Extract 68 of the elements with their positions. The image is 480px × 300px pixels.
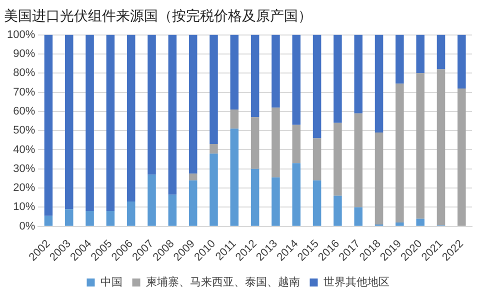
- bar: [272, 177, 280, 226]
- bar: [458, 88, 466, 226]
- bar: [188, 34, 198, 174]
- bar: [436, 69, 446, 226]
- bar: [210, 154, 218, 226]
- bar: [416, 218, 424, 226]
- bar: [272, 108, 280, 178]
- bar: [334, 122, 342, 196]
- bar: [312, 138, 322, 180]
- bar: [312, 180, 322, 226]
- bar: [230, 128, 239, 226]
- bar: [64, 34, 74, 210]
- bar: [396, 222, 404, 226]
- bar: [416, 73, 424, 219]
- y-tick-label: 50%: [13, 124, 36, 137]
- y-tick-label: 70%: [13, 86, 36, 98]
- bar: [86, 34, 94, 212]
- bar: [106, 211, 115, 226]
- bar: [396, 34, 404, 84]
- bar: [416, 34, 424, 74]
- bar: [374, 34, 384, 132]
- bar: [250, 117, 260, 169]
- bar: [396, 84, 404, 223]
- chart-title: 美国进口光伏组件来源国（按完税价格及原产国）: [4, 7, 312, 24]
- bar: [292, 163, 301, 226]
- bar: [250, 168, 260, 226]
- bar: [334, 196, 342, 226]
- bar: [168, 34, 177, 195]
- bar: [168, 194, 177, 226]
- bar: [354, 207, 362, 226]
- bar: [148, 34, 156, 175]
- bar: [188, 174, 198, 180]
- y-tick-label: 100%: [6, 28, 36, 41]
- y-tick-label: 0%: [19, 220, 36, 232]
- y-tick-label: 20%: [13, 182, 36, 194]
- bar: [436, 34, 446, 70]
- bar: [312, 34, 322, 138]
- legend-label: 中国: [100, 276, 122, 289]
- bar: [292, 34, 301, 125]
- bar: [374, 132, 384, 224]
- bar: [188, 180, 198, 226]
- y-tick-label: 10%: [13, 201, 36, 214]
- bar: [210, 144, 218, 154]
- bar: [126, 201, 136, 226]
- bar: [86, 211, 94, 226]
- bar: [44, 216, 53, 226]
- legend-label: 世界其他地区: [323, 276, 390, 289]
- bar: [126, 34, 136, 202]
- bar: [230, 110, 239, 129]
- y-tick-label: 80%: [13, 67, 36, 80]
- bar: [250, 34, 260, 118]
- bar: [354, 113, 362, 208]
- y-tick-label: 60%: [13, 105, 36, 118]
- bar: [44, 34, 53, 216]
- legend-label: 柬埔寨、马来西亚、泰国、越南: [146, 276, 300, 289]
- bar: [64, 209, 74, 226]
- bar: [148, 174, 156, 226]
- bar: [334, 34, 342, 123]
- bar: [210, 34, 218, 144]
- y-tick-label: 40%: [13, 144, 36, 156]
- y-tick-label: 30%: [13, 162, 36, 175]
- bar: [106, 34, 115, 212]
- bar: [230, 34, 239, 110]
- bar: [292, 124, 301, 164]
- bar: [354, 34, 362, 114]
- bar: [272, 34, 280, 108]
- bar: [458, 34, 466, 88]
- y-tick-label: 90%: [13, 48, 36, 60]
